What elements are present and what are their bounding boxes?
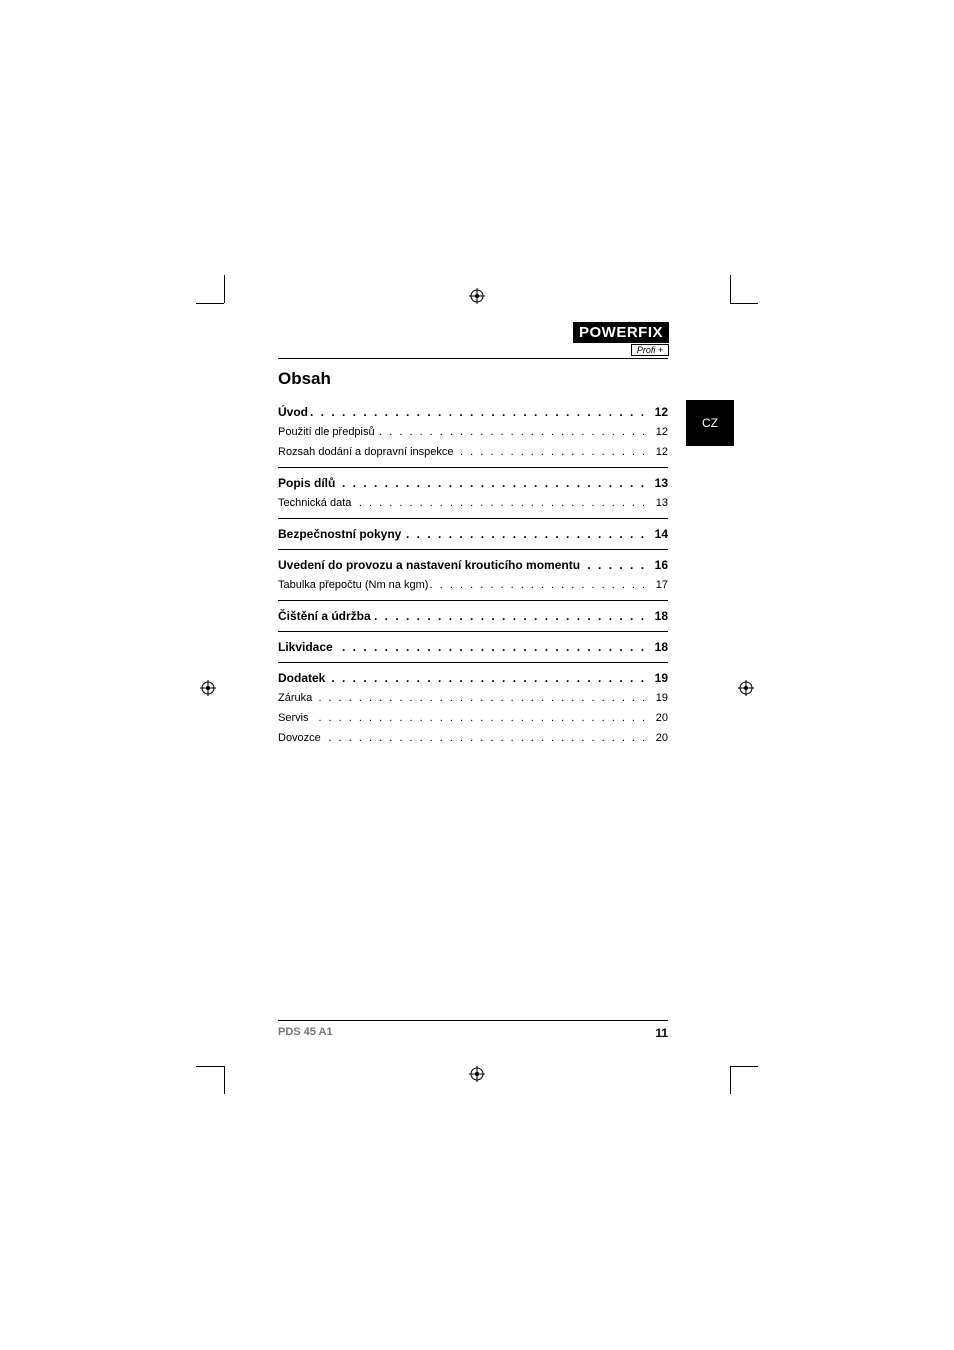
toc-divider <box>278 631 668 632</box>
toc-divider <box>278 549 668 550</box>
footer-page-number: 11 <box>655 1026 668 1040</box>
toc-item: . . . . . . . . . . . . . . . . . . . . … <box>278 423 668 441</box>
toc-section: . . . . . . . . . . . . . . . . . . . . … <box>278 525 668 543</box>
page: POWERFIX Profi + CZ Obsah . . . . . . . … <box>0 0 954 1350</box>
page-title: Obsah <box>278 369 668 389</box>
toc-label: Uvedení do provozu a nastavení krouticíh… <box>278 556 582 574</box>
toc-divider <box>278 467 668 468</box>
toc-leader-dots: . . . . . . . . . . . . . . . . . . . . … <box>278 689 668 707</box>
toc-page-ref: 20 <box>653 709 668 727</box>
toc-item: . . . . . . . . . . . . . . . . . . . . … <box>278 494 668 512</box>
toc-label: Čištění a údržba <box>278 607 373 625</box>
toc-page-ref: 18 <box>652 607 668 625</box>
toc-divider <box>278 600 668 601</box>
toc-leader-dots: . . . . . . . . . . . . . . . . . . . . … <box>278 669 668 687</box>
crop-mark <box>730 1066 731 1094</box>
toc-label: Popis dílů <box>278 474 337 492</box>
toc-divider <box>278 662 668 663</box>
brand-logo: POWERFIX Profi + <box>573 322 669 356</box>
toc-item: . . . . . . . . . . . . . . . . . . . . … <box>278 689 668 707</box>
toc-item: . . . . . . . . . . . . . . . . . . . . … <box>278 709 668 727</box>
crop-mark <box>730 1066 758 1067</box>
toc-section: . . . . . . . . . . . . . . . . . . . . … <box>278 556 668 574</box>
toc-label: Rozsah dodání a dopravní inspekce <box>278 443 456 461</box>
footer-model: PDS 45 A1 <box>278 1026 333 1038</box>
brand-subline: Profi + <box>631 344 669 356</box>
toc-page-ref: 12 <box>653 423 668 441</box>
toc-page-ref: 13 <box>653 494 668 512</box>
content-area: Obsah . . . . . . . . . . . . . . . . . … <box>278 358 668 749</box>
toc-page-ref: 18 <box>652 638 668 656</box>
toc-item: . . . . . . . . . . . . . . . . . . . . … <box>278 443 668 461</box>
registration-mark-icon <box>738 680 754 696</box>
toc-label: Servis <box>278 709 311 727</box>
toc-page-ref: 13 <box>652 474 668 492</box>
registration-mark-icon <box>469 1066 485 1082</box>
toc-label: Úvod <box>278 403 310 421</box>
toc-page-ref: 20 <box>653 729 668 747</box>
crop-mark <box>730 275 731 303</box>
top-rule <box>278 358 668 359</box>
crop-mark <box>730 303 758 304</box>
toc-item: . . . . . . . . . . . . . . . . . . . . … <box>278 729 668 747</box>
toc-item: . . . . . . . . . . . . . . . . . . . . … <box>278 576 668 594</box>
toc-divider <box>278 518 668 519</box>
toc-section: . . . . . . . . . . . . . . . . . . . . … <box>278 474 668 492</box>
toc-label: Bezpečnostní pokyny <box>278 525 403 543</box>
toc-label: Dovozce <box>278 729 323 747</box>
language-tab: CZ <box>686 400 734 446</box>
toc-label: Záruka <box>278 689 314 707</box>
language-code: CZ <box>702 416 718 430</box>
toc-page-ref: 12 <box>652 403 668 421</box>
toc-page-ref: 19 <box>653 689 668 707</box>
crop-mark <box>196 1066 224 1067</box>
toc-page-ref: 17 <box>653 576 668 594</box>
toc-leader-dots: . . . . . . . . . . . . . . . . . . . . … <box>278 403 668 421</box>
registration-mark-icon <box>200 680 216 696</box>
table-of-contents: . . . . . . . . . . . . . . . . . . . . … <box>278 403 668 747</box>
toc-section: . . . . . . . . . . . . . . . . . . . . … <box>278 403 668 421</box>
toc-leader-dots: . . . . . . . . . . . . . . . . . . . . … <box>278 638 668 656</box>
toc-label: Technická data <box>278 494 353 512</box>
toc-leader-dots: . . . . . . . . . . . . . . . . . . . . … <box>278 729 668 747</box>
toc-section: . . . . . . . . . . . . . . . . . . . . … <box>278 607 668 625</box>
crop-mark <box>224 1066 225 1094</box>
toc-page-ref: 19 <box>652 669 668 687</box>
toc-section: . . . . . . . . . . . . . . . . . . . . … <box>278 669 668 687</box>
toc-page-ref: 12 <box>653 443 668 461</box>
brand-name: POWERFIX <box>573 322 669 343</box>
crop-mark <box>196 303 224 304</box>
toc-label: Likvidace <box>278 638 335 656</box>
crop-mark <box>224 275 225 303</box>
registration-mark-icon <box>469 288 485 304</box>
toc-section: . . . . . . . . . . . . . . . . . . . . … <box>278 638 668 656</box>
toc-page-ref: 14 <box>652 525 668 543</box>
toc-label: Použití dle předpisů <box>278 423 377 441</box>
footer-rule <box>278 1020 668 1021</box>
toc-label: Dodatek <box>278 669 327 687</box>
toc-page-ref: 16 <box>652 556 668 574</box>
toc-leader-dots: . . . . . . . . . . . . . . . . . . . . … <box>278 709 668 727</box>
toc-label: Tabulka přepočtu (Nm na kgm) <box>278 576 430 594</box>
